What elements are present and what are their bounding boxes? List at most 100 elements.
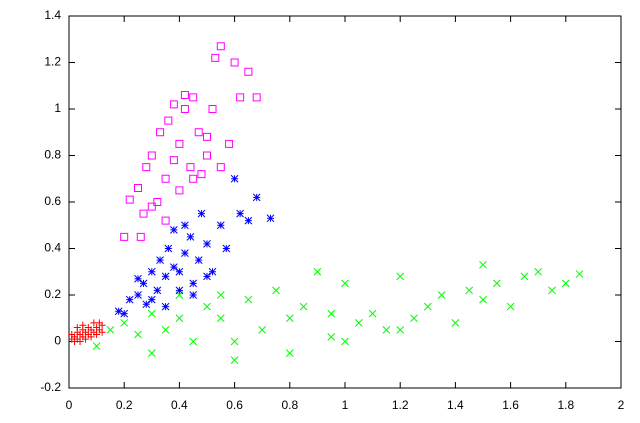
point xyxy=(175,267,184,276)
point xyxy=(451,319,460,327)
point xyxy=(285,314,294,323)
point xyxy=(125,295,134,304)
point xyxy=(197,209,206,218)
point xyxy=(147,309,156,318)
point xyxy=(561,279,570,288)
point xyxy=(68,331,76,339)
point xyxy=(120,232,129,241)
point xyxy=(175,314,184,323)
point xyxy=(134,184,142,193)
point xyxy=(520,272,529,281)
point xyxy=(161,272,170,281)
y-tick-label: 1 xyxy=(54,101,61,115)
x-tick-label: 2 xyxy=(618,398,625,412)
point xyxy=(225,139,234,148)
x-tick-label: 0.8 xyxy=(281,398,298,412)
point xyxy=(208,105,217,113)
x-tick-label: 1.8 xyxy=(557,398,574,412)
point xyxy=(252,93,261,102)
point xyxy=(437,291,446,299)
point xyxy=(95,319,103,327)
point xyxy=(236,209,244,218)
point xyxy=(125,195,134,204)
point xyxy=(194,128,203,137)
point xyxy=(208,267,217,276)
point xyxy=(147,267,156,276)
point xyxy=(479,260,487,269)
point xyxy=(120,309,129,318)
point xyxy=(189,279,198,288)
point xyxy=(147,349,156,357)
point xyxy=(169,100,178,109)
point xyxy=(181,249,189,258)
x-tick-label: 1.4 xyxy=(447,398,464,412)
point xyxy=(272,286,280,295)
point xyxy=(186,233,195,241)
point xyxy=(142,300,151,309)
point xyxy=(203,302,211,311)
point xyxy=(181,221,189,230)
point xyxy=(203,239,211,248)
point xyxy=(465,286,474,295)
point xyxy=(84,324,92,332)
point xyxy=(203,151,211,160)
point xyxy=(98,328,106,336)
point xyxy=(216,291,225,299)
point xyxy=(73,324,81,332)
point xyxy=(170,226,178,234)
x-tick-label: 1 xyxy=(342,398,349,412)
x-tick-label: 1.2 xyxy=(392,398,409,412)
point xyxy=(230,58,239,67)
point xyxy=(134,274,142,283)
point xyxy=(114,307,123,316)
point xyxy=(396,272,405,281)
point xyxy=(175,286,184,295)
point xyxy=(76,338,84,345)
x-tick-label: 0.4 xyxy=(171,398,188,412)
point xyxy=(216,314,225,323)
x-tick-label: 0.6 xyxy=(226,398,243,412)
y-tick-label: 0.8 xyxy=(44,148,61,162)
point xyxy=(368,309,377,318)
point xyxy=(341,279,349,288)
y-tick-label: 0.4 xyxy=(44,241,61,255)
point xyxy=(92,342,101,351)
point xyxy=(258,326,267,334)
point xyxy=(161,326,170,334)
point xyxy=(120,319,129,327)
point xyxy=(506,302,515,311)
y-tick-label: 1.2 xyxy=(44,55,61,69)
point xyxy=(236,93,245,102)
point xyxy=(161,216,170,225)
point xyxy=(147,295,156,304)
point xyxy=(153,286,162,295)
point xyxy=(341,337,349,346)
point xyxy=(147,202,156,211)
point xyxy=(548,286,556,295)
point xyxy=(189,337,198,346)
point xyxy=(175,186,184,195)
y-tick-label: 0.2 xyxy=(44,287,61,301)
point xyxy=(139,209,148,218)
point xyxy=(230,174,239,183)
point xyxy=(575,270,584,278)
point xyxy=(216,221,225,230)
y-tick-label: 0 xyxy=(54,334,61,348)
point xyxy=(134,330,142,339)
point xyxy=(134,291,142,299)
point xyxy=(244,295,253,304)
point xyxy=(354,319,363,327)
point xyxy=(203,132,211,141)
point xyxy=(479,295,487,304)
point xyxy=(189,174,198,183)
y-tick-label: 1.4 xyxy=(44,8,61,22)
point xyxy=(189,291,198,299)
point xyxy=(230,337,239,346)
point xyxy=(139,279,148,288)
point xyxy=(222,244,231,253)
point xyxy=(186,163,195,172)
point xyxy=(266,214,275,223)
point xyxy=(180,105,189,113)
point xyxy=(299,302,308,311)
